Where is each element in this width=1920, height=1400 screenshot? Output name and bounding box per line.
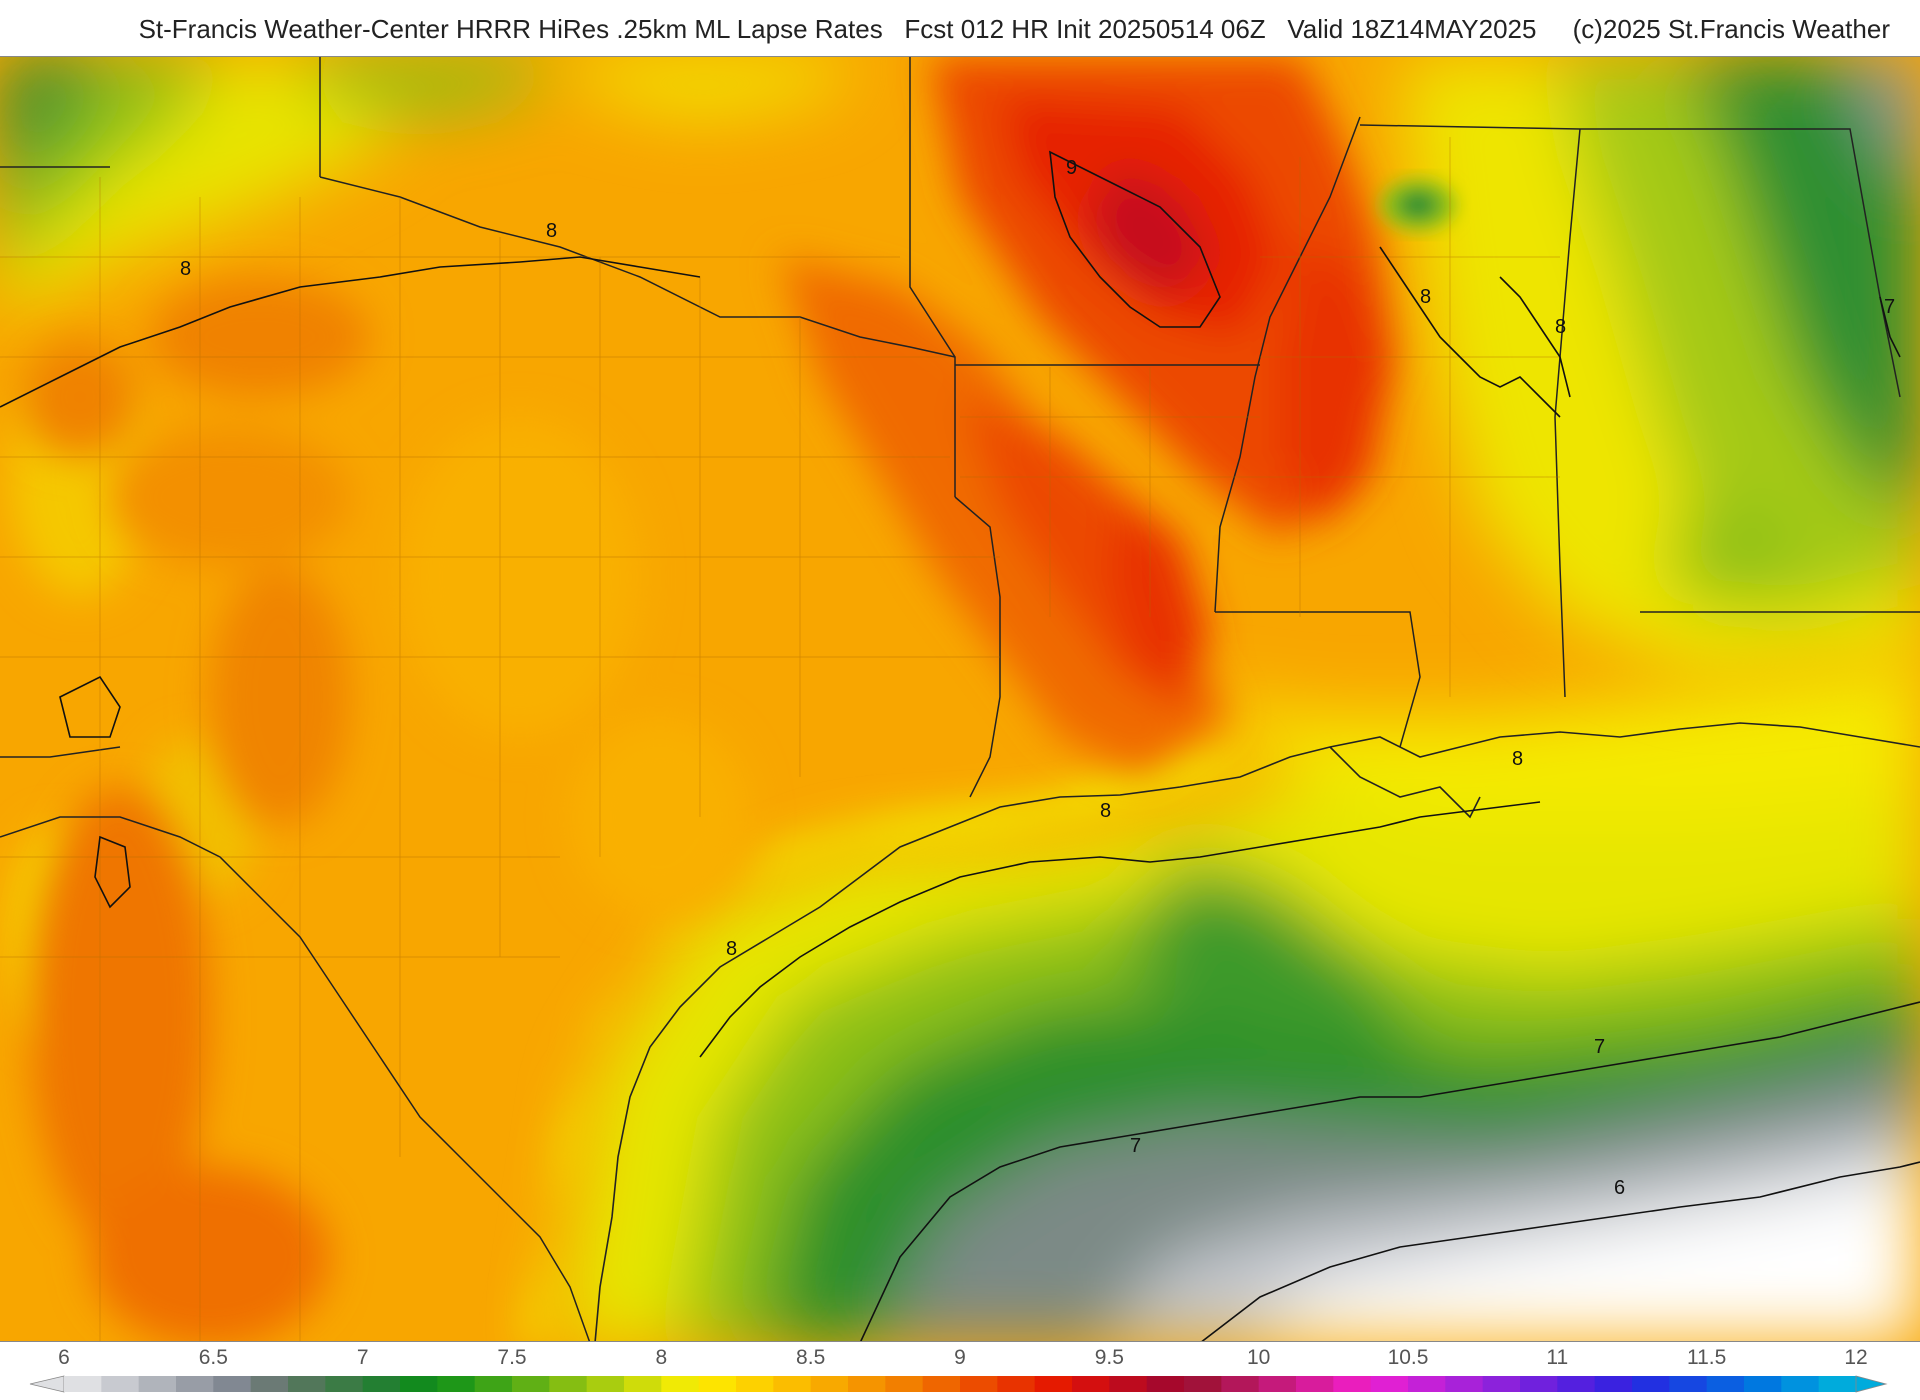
contour-label: 8 [1100,800,1111,822]
colorbar: 6 6.5 7 7.5 8 8.5 9 9.5 10 10.5 11 11.5 12 [0,1342,1920,1400]
colorbar-swatch [1520,1376,1558,1392]
contour-label: 8 [1555,316,1566,338]
colorbar-swatch [1333,1376,1372,1392]
colorbar-swatch [997,1376,1036,1392]
colorbar-tick-label: 8.5 [796,1346,826,1369]
contour-label: 8 [726,938,737,960]
colorbar-swatch [1408,1376,1446,1392]
colorbar-swatch [1146,1376,1185,1392]
colorbar-swatch [922,1376,961,1392]
colorbar-swatch [1184,1376,1222,1392]
colorbar-swatch [1296,1376,1334,1392]
colorbar-swatch [549,1376,588,1392]
colorbar-swatch [1706,1376,1745,1392]
eastern-shading [1400,57,1920,677]
colorbar-tick-label: 6.5 [198,1346,228,1369]
colorbar-tick-labels: 6 6.5 7 7.5 8 8.5 9 9.5 10 10.5 11 11.5 12 [0,1342,1920,1370]
northwest-shading [0,57,860,317]
colorbar-swatch [64,1376,102,1392]
colorbar-swatch [1744,1376,1782,1392]
colorbar-swatch [661,1376,700,1392]
colorbar-swatch [437,1376,476,1392]
contour-label: 9 [1066,157,1077,179]
contour-label: 8 [1512,748,1523,770]
colorbar-swatch [176,1376,214,1392]
mexico-border [0,816,591,1341]
colorbar-swatch [1258,1376,1297,1392]
contour-labels: 9 8 8 8 8 8 8 8 7 7 7 6 [180,157,1895,1199]
colorbar-swatch [325,1376,364,1392]
colorbar-swatch [1818,1376,1857,1392]
colorbar-swatch [213,1376,252,1392]
contour-label: 7 [1884,296,1895,318]
colorbar-tick-label: 11.5 [1686,1346,1727,1369]
colorbar-tick-label: 8 [655,1346,668,1369]
colorbar-tick-label: 6 [58,1346,70,1369]
colorbar-swatch [1370,1376,1409,1392]
colorbar-swatch [885,1376,924,1392]
colorbar-swatch [960,1376,998,1392]
colorbar-swatch [1669,1376,1708,1392]
colorbar-swatch [1781,1376,1820,1392]
colorbar-swatch [1594,1376,1633,1392]
state-borders [0,57,1920,798]
contour-label: 8 [180,258,191,280]
colorbar-swatch [400,1376,438,1392]
colorbar-swatch [848,1376,886,1392]
colorbar-swatch [736,1376,774,1392]
county-lines [0,137,1560,1341]
title-bar: St-Francis Weather-Center HRRR HiRes .25… [0,0,1920,56]
contour-label: 8 [546,220,557,242]
map-title: St-Francis Weather-Center HRRR HiRes .25… [138,14,1890,44]
colorbar-tick-label: 9 [954,1346,966,1369]
contour-label: 6 [1614,1177,1625,1199]
colorbar-swatch [1109,1376,1148,1392]
contour-lines [0,150,1920,1341]
colorbar-tick-label: 10.5 [1387,1346,1429,1369]
colorbar-swatch [362,1376,401,1392]
colorbar-swatch [1445,1376,1484,1392]
colorbar-swatch [1034,1376,1073,1392]
contour-label: 7 [1594,1036,1605,1058]
green-spot [1380,179,1456,231]
colorbar-swatch [586,1376,625,1392]
colorbar-swatch [1557,1376,1596,1392]
coastline [594,722,1920,1341]
contour-label: 7 [1130,1135,1141,1157]
map-frame: 9 8 8 8 8 8 8 8 7 7 7 6 [0,56,1920,1342]
colorbar-swatch [101,1376,140,1392]
colorbar-scale [29,1375,1888,1393]
colorbar-tick-label: 7 [356,1346,369,1369]
colorbar-swatch [773,1376,812,1392]
colorbar-arrow-high [1855,1375,1888,1393]
colorbar-swatch [1072,1376,1110,1392]
colorbar-swatch [512,1376,550,1392]
colorbar-tick-label: 9.5 [1094,1346,1124,1369]
colorbar-swatch [810,1376,849,1392]
colorbar-swatch [288,1376,326,1392]
colorbar-tick-label: 7.5 [497,1346,527,1369]
colorbar-swatch [250,1376,289,1392]
contour-label: 8 [1420,286,1431,308]
colorbar-arrow-low [29,1375,65,1393]
colorbar-swatch [474,1376,513,1392]
colorbar-swatch [138,1376,177,1392]
gulf-shading [560,657,1920,1341]
colorbar-swatch [1482,1376,1521,1392]
colorbar-tick-label: 11 [1546,1346,1569,1369]
colorbar-swatch [698,1376,737,1392]
colorbar-swatch [1221,1376,1260,1392]
colorbar-tick-label: 12 [1844,1346,1868,1369]
colorbar-swatch [624,1376,662,1392]
colorbar-swatch [1632,1376,1670,1392]
lapse-rate-map: 9 8 8 8 8 8 8 8 7 7 7 6 [0,57,1920,1341]
colorbar-tick-label: 10 [1246,1346,1271,1369]
